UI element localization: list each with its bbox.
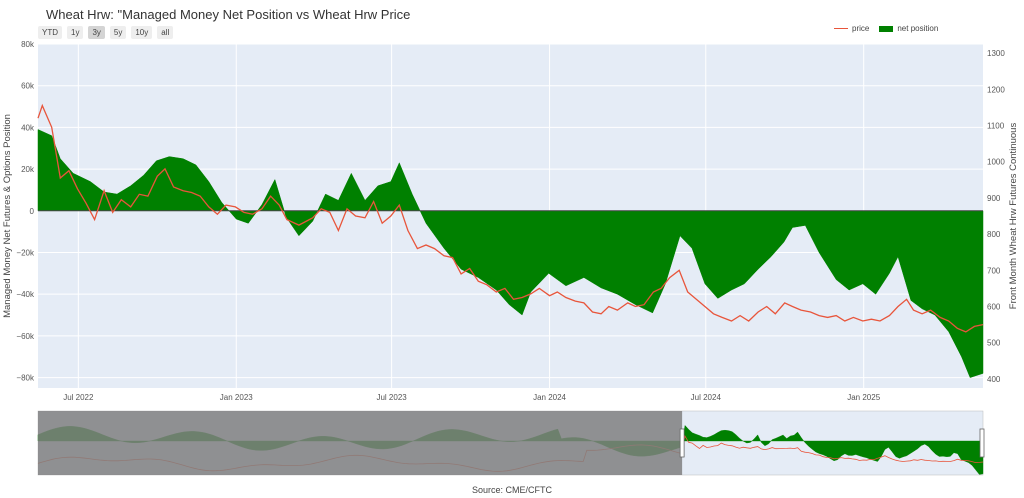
x-tick-label: Jan 2024 <box>533 393 566 402</box>
range-slider-handle-right[interactable] <box>979 428 985 458</box>
range-slider-handle-left[interactable] <box>679 428 685 458</box>
y-right-tick-label: 500 <box>987 339 1001 348</box>
net-position-area <box>37 129 984 378</box>
y-left-tick-label: 40k <box>21 123 35 132</box>
source-note: Source: CME/CFTC <box>471 485 552 495</box>
legend-swatch-net-position <box>879 25 894 32</box>
y-left-tick-label: −40k <box>16 290 35 299</box>
range-button-ytd[interactable]: YTD <box>38 26 62 39</box>
range-button-3y[interactable]: 3y <box>88 26 105 39</box>
y-left-tick-label: 0 <box>30 207 35 216</box>
x-axis: Jul 2022 Jan 2023 Jul 2023 Jan 2024 Jul 2024… <box>63 393 880 402</box>
y-right-tick-label: 1100 <box>987 121 1005 130</box>
y-right-tick-label: 700 <box>987 266 1001 275</box>
range-slider-unselected <box>38 411 683 475</box>
y-axis-left-title: Managed Money Net Futures & Options Posi… <box>2 114 13 318</box>
y-right-tick-label: 600 <box>987 303 1001 312</box>
x-tick-label: Jan 2025 <box>847 393 880 402</box>
y-axis-right: 400 500 600 700 800 900 1000 1100 1200 1300 <box>987 49 1005 384</box>
range-selector: YTD 1y 3y 5y 10y all <box>38 26 174 39</box>
y-right-tick-label: 400 <box>987 375 1001 384</box>
legend-item-price[interactable]: price <box>834 24 869 33</box>
y-left-tick-label: −80k <box>16 374 35 383</box>
y-right-tick-label: 800 <box>987 230 1001 239</box>
y-right-tick-label: 1000 <box>987 158 1005 167</box>
legend-label-net-position: net position <box>897 24 939 33</box>
y-left-tick-label: 60k <box>21 82 35 91</box>
range-button-5y[interactable]: 5y <box>109 26 127 39</box>
legend-swatch-price <box>834 28 848 29</box>
y-left-tick-label: 20k <box>21 165 35 174</box>
y-left-tick-label: 80k <box>21 40 35 49</box>
legend-label-price: price <box>852 24 870 33</box>
y-axis-right-title: Front Month Wheat Hrw Futures Continuous <box>1008 123 1019 310</box>
net-position-layer <box>37 129 984 378</box>
legend: price net position <box>834 24 948 33</box>
x-tick-label: Jul 2024 <box>691 393 722 402</box>
y-left-tick-label: −60k <box>16 332 35 341</box>
range-button-all[interactable]: all <box>157 26 174 39</box>
y-right-tick-label: 900 <box>987 194 1001 203</box>
y-right-tick-label: 1200 <box>987 85 1005 94</box>
y-left-tick-label: −20k <box>16 248 35 257</box>
x-tick-label: Jul 2022 <box>63 393 94 402</box>
price-line <box>37 103 984 333</box>
range-button-1y[interactable]: 1y <box>67 26 84 39</box>
x-tick-label: Jan 2023 <box>220 393 253 402</box>
price-layer <box>37 103 984 333</box>
legend-item-net-position[interactable]: net position <box>879 24 938 33</box>
x-tick-label: Jul 2023 <box>376 393 407 402</box>
y-axis-left: 80k 60k 40k 20k 0 −20k −40k −60k −80k <box>16 40 35 383</box>
range-button-10y[interactable]: 10y <box>131 26 153 39</box>
chart-title: Wheat Hrw: "Managed Money Net Position v… <box>46 7 411 22</box>
range-slider[interactable] <box>37 410 985 476</box>
y-right-tick-label: 1300 <box>987 49 1005 58</box>
